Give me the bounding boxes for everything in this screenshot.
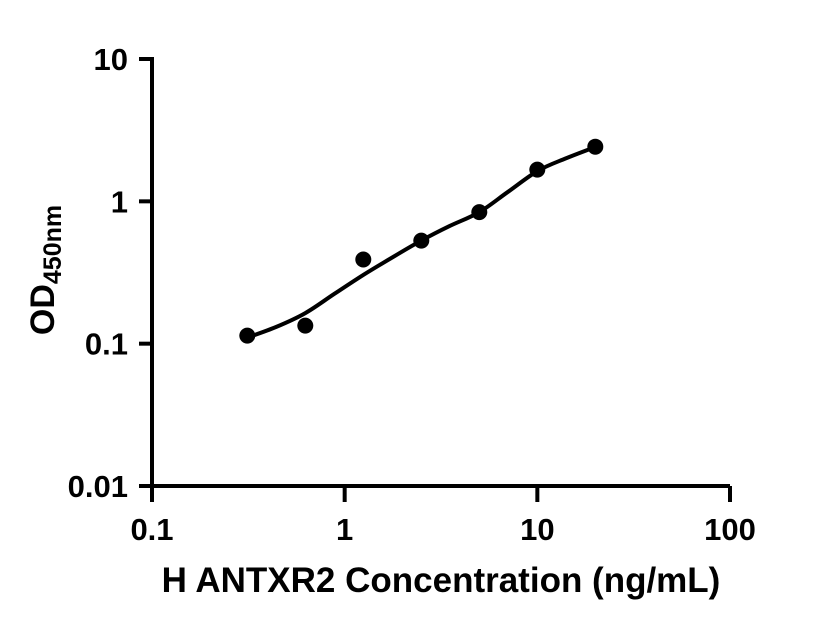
y-axis-title-subscript: 450nm xyxy=(39,204,67,285)
y-tick-label: 0.1 xyxy=(85,327,128,362)
x-tick-label: 10 xyxy=(520,512,554,547)
x-tick-label: 0.1 xyxy=(130,512,173,547)
x-axis-title: H ANTXR2 Concentration (ng/mL) xyxy=(161,561,721,600)
data-point xyxy=(297,317,314,334)
y-axis-title-text: OD xyxy=(24,284,62,336)
y-tick-label: 0.01 xyxy=(68,469,128,504)
data-point xyxy=(471,204,488,221)
y-tick-label: 1 xyxy=(111,184,128,219)
y-tick-label: 10 xyxy=(94,42,128,77)
x-tick-label: 100 xyxy=(704,512,756,547)
data-point xyxy=(413,232,430,249)
y-axis-title: OD450nm xyxy=(13,170,73,370)
x-tick-label: 1 xyxy=(336,512,353,547)
data-point xyxy=(239,327,256,344)
data-point xyxy=(529,161,546,178)
data-point xyxy=(587,138,604,155)
data-point xyxy=(355,251,372,268)
